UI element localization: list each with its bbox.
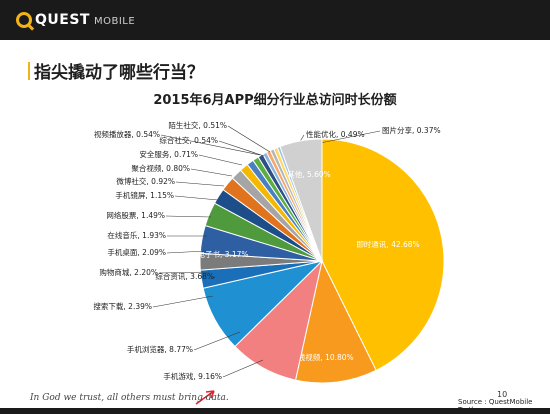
- slice-data-label: 手机浏览器, 8.77%: [127, 344, 193, 354]
- leader-line: [193, 331, 241, 351]
- leader-line: [160, 134, 261, 156]
- slice-data-label: 购物商城, 2.20%: [99, 267, 158, 277]
- slice-data-label: 综合资讯, 3.68%: [155, 271, 214, 281]
- slice-data-label: 安全服务, 0.71%: [139, 149, 198, 159]
- footer-quote: In God we trust, all others must bring d…: [30, 393, 229, 403]
- headline-accent: [28, 62, 30, 80]
- slice-data-label: 图片分享, 0.37%: [382, 125, 441, 135]
- slice-data-label: 手机镜屏, 1.15%: [115, 190, 174, 200]
- leader-line: [218, 140, 265, 157]
- pie-slice: [279, 138, 323, 262]
- leader-line: [227, 125, 271, 153]
- page-number: 10: [497, 390, 508, 399]
- leader-line: [190, 168, 233, 177]
- leader-line: [166, 250, 207, 254]
- chart-title: 2015年6月APP细分行业总访问时长份额: [153, 93, 397, 108]
- pie-slice: [321, 138, 445, 372]
- top-bar: QUEST MOBILE: [0, 0, 550, 40]
- leader-line: [174, 195, 219, 201]
- slice-data-label: 搜索下载, 2.39%: [93, 301, 152, 311]
- highlight-arrow-icon: [195, 390, 215, 405]
- leader-line: [158, 271, 211, 274]
- slice-data-label: 手机游戏, 9.16%: [163, 371, 222, 381]
- logo-sub-text: MOBILE: [93, 16, 136, 27]
- leader-line: [152, 295, 214, 308]
- logo-q-icon: [16, 12, 32, 28]
- slice-data-label: 聚合视频, 0.80%: [131, 163, 190, 173]
- leader-line: [211, 276, 216, 280]
- slice-data-label: 手机桌面, 2.09%: [107, 247, 166, 257]
- page-headline: 指尖撬动了哪些行当？: [34, 63, 204, 83]
- slice-data-label: 在线视频, 10.80%: [290, 352, 353, 362]
- slice-data-label: 在线音乐, 1.93%: [107, 230, 166, 240]
- slice-data-label: 电子书, 3.17%: [197, 249, 248, 259]
- slice-data-label: 其他, 5.60%: [287, 169, 331, 179]
- slice-data-label: 视频播放器, 0.54%: [94, 129, 160, 139]
- slice-data-label: 网络股票, 1.49%: [106, 210, 165, 220]
- footer-bar: [0, 408, 550, 414]
- slice-data-label: 综合社交, 0.54%: [159, 135, 218, 145]
- logo-main-text: QUEST: [35, 12, 90, 28]
- leader-line: [165, 215, 212, 218]
- leader-line: [175, 181, 225, 187]
- leader-line: [222, 359, 264, 378]
- questmobile-logo: QUEST MOBILE: [16, 8, 135, 32]
- slice-data-label: 即时通讯, 42.68%: [356, 239, 419, 249]
- slice-data-label: 微博社交, 0.92%: [116, 176, 175, 186]
- leader-line: [198, 154, 243, 166]
- slice-data-label: 性能优化, 0.49%: [306, 129, 365, 139]
- slice-data-label: 陌生社交, 0.51%: [168, 120, 227, 130]
